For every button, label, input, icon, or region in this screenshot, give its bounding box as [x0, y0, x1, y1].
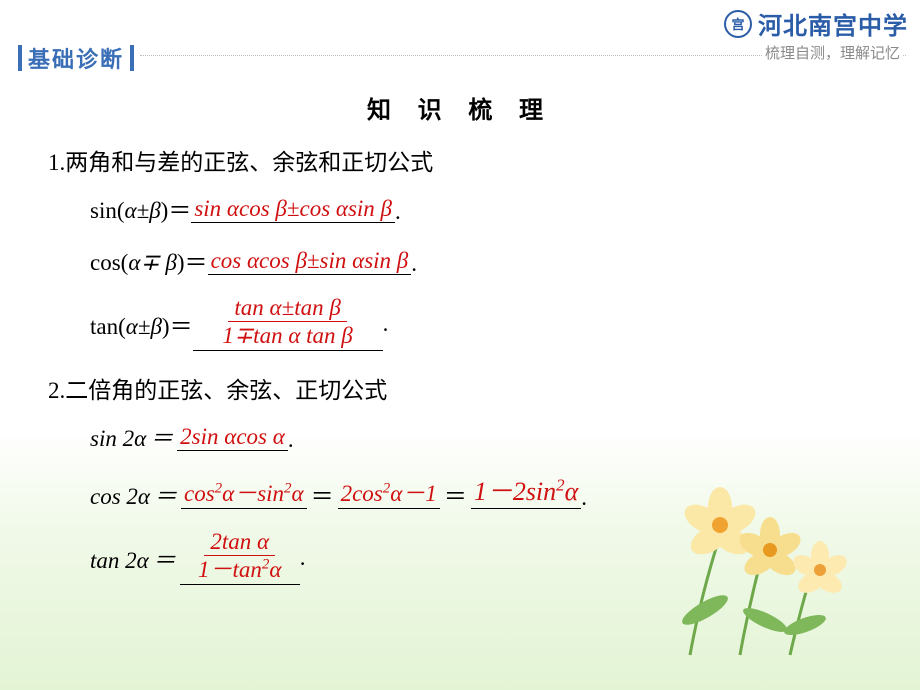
cos-answer: cos αcos β±sin αsin β	[211, 248, 409, 273]
tan-den-a: 1∓tan	[222, 323, 288, 348]
cos2a-ans1-c: α	[292, 481, 304, 506]
cos2a-ans1-b: α－sin	[222, 481, 284, 506]
formula-sin-sum: sin(α±β)＝ sin αcos β±cos αsin β .	[90, 191, 920, 225]
cos-blank: cos αcos β±sin αsin β	[208, 248, 412, 275]
tan-den-c: tan	[306, 323, 341, 348]
cos2a-ans3-b: α	[565, 477, 579, 506]
school-logo-icon: 宫	[724, 10, 752, 38]
item2-heading: 2.二倍角的正弦、余弦、正切公式	[48, 371, 920, 405]
section-title: 基础诊断	[28, 42, 124, 74]
tan-num: tan α±tan β	[228, 295, 346, 322]
sin-period: .	[395, 199, 401, 225]
cos2a-eq3: ＝	[444, 477, 467, 511]
cos2a-ans1-a: cos	[184, 481, 215, 506]
tan-den-b: α	[288, 323, 306, 348]
formula-tan2a: tan 2α＝ 2tan α 1－tan2α .	[90, 529, 920, 587]
tan-period: .	[383, 311, 389, 337]
cos2a-ans2: 2cos2α－1	[341, 481, 437, 506]
cos2a-lhs-text: cos 2α	[90, 484, 150, 509]
sin2a-blank: 2sin αcos α	[177, 424, 288, 451]
tan-var: α±β	[126, 314, 162, 339]
sin2a-lhs-text: sin 2α	[90, 426, 146, 451]
cos-period: .	[411, 251, 417, 277]
content-area: 知 识 梳 理 1.两角和与差的正弦、余弦和正切公式 sin(α±β)＝ sin…	[0, 90, 920, 605]
cos2a-ans2-a: 2cos	[341, 481, 383, 506]
cos2a-eq1: ＝	[154, 484, 177, 509]
sin2a-lhs: sin 2α＝	[90, 419, 177, 453]
tan-den: 1∓tan α tan β	[216, 322, 358, 350]
school-name: 河北南宫中学	[758, 6, 908, 41]
tan-pre: tan(	[90, 314, 126, 339]
section-label-box: 基础诊断	[18, 42, 134, 74]
cos2a-blank2: 2cos2α－1	[338, 474, 440, 509]
cos2a-eq2: ＝	[311, 477, 334, 511]
tan-blank: tan α±tan β 1∓tan α tan β	[193, 295, 383, 351]
cos-post: )＝	[177, 250, 208, 275]
cos-lhs: cos(α∓ β)＝	[90, 243, 208, 277]
sin-answer: sin αcos β±cos αsin β	[194, 196, 392, 221]
item1-heading: 1.两角和与差的正弦、余弦和正切公式	[48, 143, 920, 177]
formula-tan-sum: tan(α±β)＝ tan α±tan β 1∓tan α tan β .	[90, 295, 920, 353]
formula-cos-sum: cos(α∓ β)＝ cos αcos β±sin αsin β .	[90, 243, 920, 277]
tan2a-lhs-text: tan 2α	[90, 548, 149, 573]
tan2a-frac: 2tan α 1－tan2α	[192, 529, 287, 584]
cos2a-ans2-b: α－1	[390, 481, 437, 506]
cos2a-period: .	[581, 485, 587, 511]
tan2a-period: .	[300, 545, 306, 571]
tan-post: )＝	[162, 314, 193, 339]
cos2a-ans1: cos2α－sin2α	[184, 481, 304, 506]
knowledge-title: 知 识 梳 理	[0, 90, 920, 125]
cos2a-lhs: cos 2α＝	[90, 477, 181, 511]
sin2a-period: .	[288, 427, 294, 453]
sin-lhs: sin(α±β)＝	[90, 191, 191, 225]
formula-cos2a: cos 2α＝ cos2α－sin2α ＝ 2cos2α－1 ＝ 1－2sin2…	[90, 471, 920, 511]
tan2a-eq: ＝	[153, 548, 176, 573]
section-subtext: 梳理自测，理解记忆	[763, 42, 902, 63]
cos2a-ans3: 1－2sin2α	[474, 477, 578, 506]
cos2a-blank3: 1－2sin2α	[471, 471, 581, 509]
tan2a-den: 1－tan2α	[192, 556, 287, 584]
sin-var: α±β	[125, 198, 161, 223]
cos-pre: cos(	[90, 250, 128, 275]
tan-den-d: β	[341, 323, 352, 348]
tan2a-den-a: 1－tan	[198, 557, 262, 582]
cos-var: α∓ β	[128, 250, 177, 275]
sin-pre: sin(	[90, 198, 125, 223]
school-header: 宫 河北南宫中学	[724, 6, 908, 41]
tan-frac: tan α±tan β 1∓tan α tan β	[216, 295, 358, 350]
logo-inner-text: 宫	[731, 14, 744, 33]
tan2a-den-b: α	[269, 557, 281, 582]
cos2a-ans3-a: 1－2sin	[474, 477, 556, 506]
sin2a-answer: 2sin αcos α	[180, 424, 285, 449]
tan-lhs: tan(α±β)＝	[90, 307, 193, 341]
section-bar-right	[130, 45, 134, 71]
tan2a-blank: 2tan α 1－tan2α	[180, 529, 300, 585]
tan2a-lhs: tan 2α＝	[90, 541, 180, 575]
formula-sin2a: sin 2α＝ 2sin αcos α .	[90, 419, 920, 453]
sin-post: )＝	[161, 198, 192, 223]
sin-blank: sin αcos β±cos αsin β	[191, 196, 395, 223]
sin2a-eq: ＝	[150, 426, 173, 451]
cos2a-blank1: cos2α－sin2α	[181, 474, 307, 509]
tan2a-num: 2tan α	[204, 529, 275, 556]
section-bar-left	[18, 45, 22, 71]
